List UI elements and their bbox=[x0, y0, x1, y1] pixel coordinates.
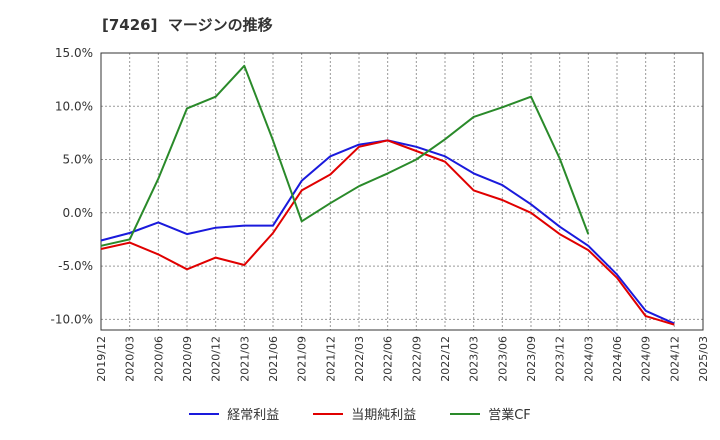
x-tick-label: 2022/09 bbox=[410, 336, 423, 382]
plot-frame bbox=[100, 52, 704, 331]
x-tick-label: 2023/12 bbox=[554, 336, 567, 382]
x-tick-label: 2023/06 bbox=[496, 336, 509, 382]
legend-item-cf: 営業CF bbox=[450, 404, 531, 423]
x-tick-label: 2024/12 bbox=[668, 336, 681, 382]
legend-label-cf: 営業CF bbox=[488, 408, 531, 423]
x-tick-label: 2024/06 bbox=[611, 336, 624, 382]
x-tick-label: 2021/06 bbox=[267, 336, 280, 382]
series-line-1 bbox=[100, 139, 675, 326]
legend-item-keijo: 経常利益 bbox=[189, 404, 279, 423]
x-tick-label: 2020/12 bbox=[210, 336, 223, 382]
x-tick-label: 2021/12 bbox=[324, 336, 337, 382]
x-tick-label: 2022/06 bbox=[382, 336, 395, 382]
x-tick-label: 2020/06 bbox=[152, 336, 165, 382]
x-tick-label: 2023/09 bbox=[525, 336, 538, 382]
legend-label-keijo: 経常利益 bbox=[227, 408, 280, 423]
y-tick-label: 10.0% bbox=[55, 99, 93, 113]
x-tick-label: 2024/03 bbox=[582, 336, 595, 382]
x-tick-label: 2020/03 bbox=[124, 336, 137, 382]
y-tick-label: 0.0% bbox=[63, 206, 94, 220]
legend-swatch-cf bbox=[450, 412, 481, 415]
legend-label-junri: 当期純利益 bbox=[351, 408, 417, 423]
legend-swatch-keijo bbox=[189, 412, 220, 415]
series-line-2 bbox=[100, 64, 590, 247]
chart-title: [7426] マージンの推移 bbox=[102, 16, 273, 34]
legend-swatch-junri bbox=[313, 412, 344, 415]
x-tick-label: 2019/12 bbox=[95, 336, 108, 382]
y-tick-label: -10.0% bbox=[51, 312, 93, 326]
x-tick-label: 2022/12 bbox=[439, 336, 452, 382]
y-tick-label: 15.0% bbox=[55, 46, 93, 60]
x-tick-label: 2021/09 bbox=[296, 336, 309, 382]
legend: 経常利益 当期純利益 営業CF bbox=[0, 404, 720, 423]
x-tick-label: 2021/03 bbox=[238, 336, 251, 382]
legend-item-junri: 当期純利益 bbox=[313, 404, 416, 423]
x-tick-label: 2023/03 bbox=[468, 336, 481, 382]
y-tick-label: -5.0% bbox=[58, 259, 93, 273]
x-tick-label: 2025/03 bbox=[697, 336, 710, 382]
y-tick-label: 5.0% bbox=[63, 153, 94, 167]
x-tick-label: 2022/03 bbox=[353, 336, 366, 382]
x-tick-label: 2024/09 bbox=[640, 336, 653, 382]
x-tick-label: 2020/09 bbox=[181, 336, 194, 382]
